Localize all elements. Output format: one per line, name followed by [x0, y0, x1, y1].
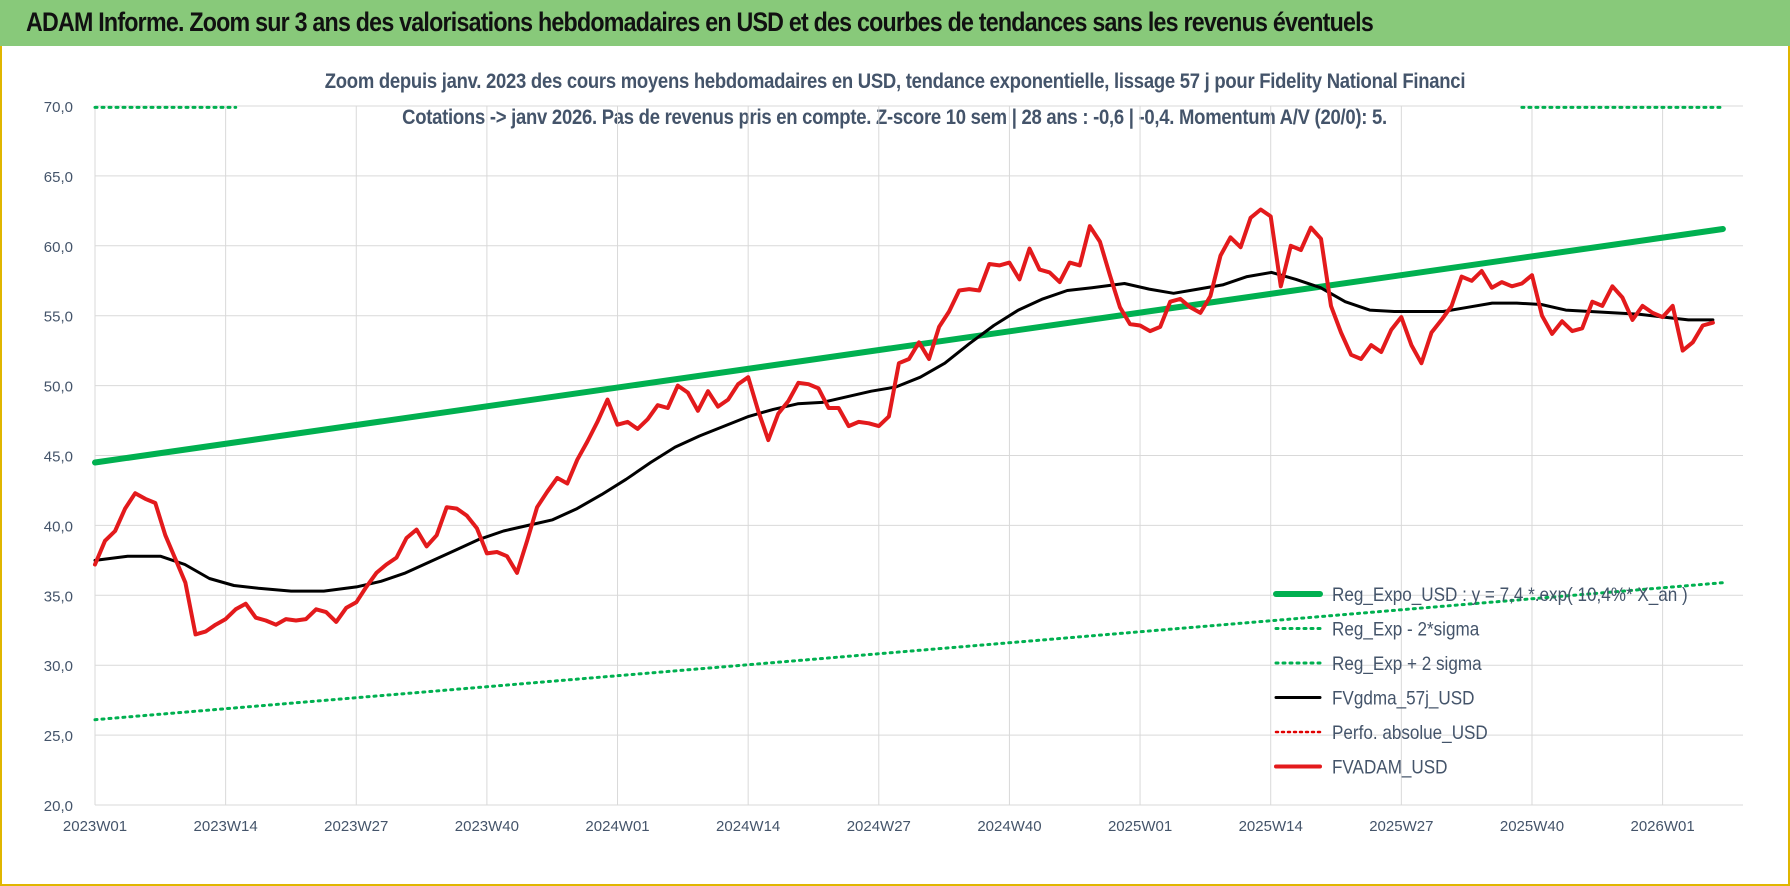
- trend-line: [92, 226, 1726, 466]
- series-lines: [92, 105, 1726, 722]
- x-axis-labels: 2023W01 2023W14 2023W27 2023W40 2024W01 2024W…: [63, 818, 1695, 835]
- legend-label: FVADAM_USD: [1332, 757, 1448, 779]
- chart-title-line2: Cotations -> janv 2026. Pas de revenus p…: [0, 106, 1790, 130]
- moving-average-line: [93, 270, 1715, 593]
- legend-label: Reg_Exp - 2*sigma: [1332, 619, 1480, 641]
- legend-label: FVgdma_57j_USD: [1332, 688, 1474, 710]
- x-tick-label: 2025W40: [1500, 818, 1564, 835]
- header-banner: ADAM Informe. Zoom sur 3 ans des valoris…: [0, 0, 1790, 46]
- y-tick-label: 50,0: [44, 379, 73, 396]
- y-tick-label: 45,0: [44, 449, 73, 466]
- legend-label: Reg_Exp + 2 sigma: [1332, 653, 1483, 675]
- y-tick-label: 70,0: [44, 99, 73, 116]
- y-tick-label: 65,0: [44, 169, 73, 186]
- legend: Reg_Expo_USD : y = 7,4 *.exp( 10,4%* X_a…: [1273, 584, 1688, 779]
- y-tick-label: 55,0: [44, 309, 73, 326]
- x-tick-label: 2024W40: [977, 818, 1041, 835]
- y-tick-label: 20,0: [44, 798, 73, 815]
- y-tick-label: 30,0: [44, 658, 73, 675]
- x-tick-label: 2024W01: [585, 818, 649, 835]
- y-tick-label: 40,0: [44, 518, 73, 535]
- y-tick-label: 25,0: [44, 728, 73, 745]
- y-tick-label: 35,0: [44, 588, 73, 605]
- page-title: ADAM Informe. Zoom sur 3 ans des valoris…: [26, 7, 1374, 37]
- x-tick-label: 2023W01: [63, 818, 127, 835]
- chart-title-line1: Zoom depuis janv. 2023 des cours moyens …: [0, 70, 1790, 94]
- x-tick-label: 2024W14: [716, 818, 780, 835]
- price-line: [93, 207, 1715, 637]
- chart-title-line2-text: Cotations -> janv 2026. Pas de revenus p…: [402, 106, 1388, 129]
- y-tick-label: 60,0: [44, 239, 73, 256]
- y-axis-labels: 70,0 65,0 60,0 55,0 50,0 45,0 40,0 35,0 30,0 25,0…: [44, 99, 73, 815]
- legend-label: Reg_Expo_USD : y = 7,4 *.exp( 10,4%* X_a…: [1332, 584, 1688, 606]
- legend-label: Perfo. absolue_USD: [1332, 722, 1488, 744]
- x-tick-label: 2025W27: [1369, 818, 1433, 835]
- chart-title-line1-text: Zoom depuis janv. 2023 des cours moyens …: [324, 70, 1466, 93]
- lower-sigma-line: [93, 581, 1725, 722]
- x-tick-label: 2023W40: [455, 818, 519, 835]
- x-tick-label: 2023W14: [194, 818, 258, 835]
- x-tick-label: 2024W27: [847, 818, 911, 835]
- x-tick-label: 2025W14: [1239, 818, 1303, 835]
- x-tick-label: 2023W27: [324, 818, 388, 835]
- grid-lines: [94, 105, 1743, 806]
- x-tick-label: 2025W01: [1108, 818, 1172, 835]
- x-tick-label: 2026W01: [1631, 818, 1695, 835]
